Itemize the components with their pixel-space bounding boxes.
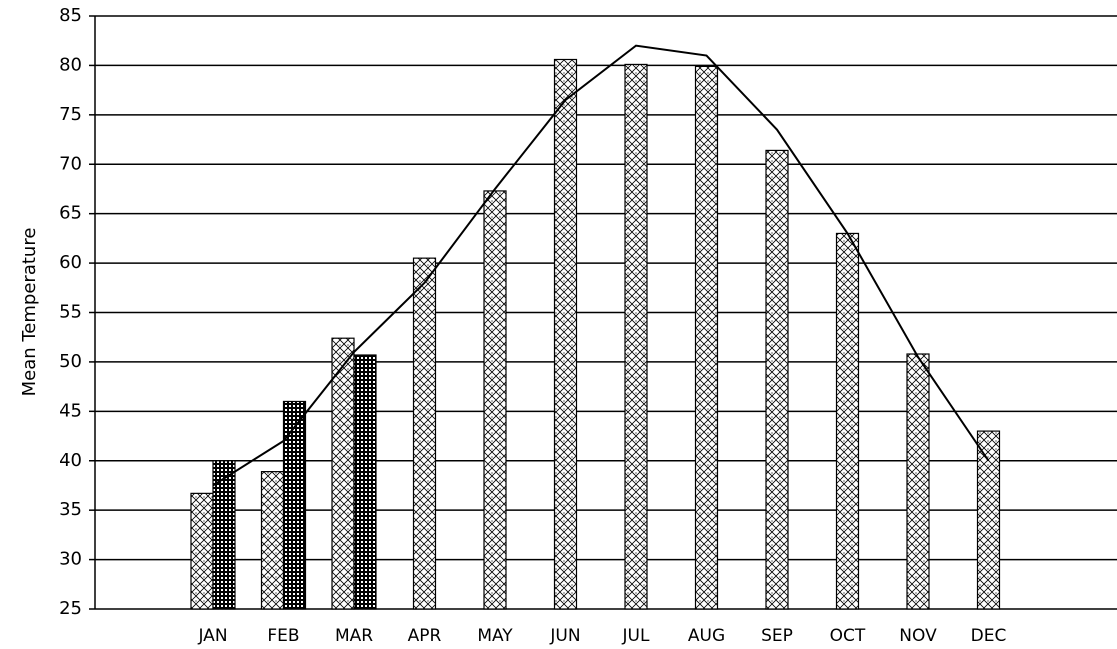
y-tick-label: 70 bbox=[59, 153, 82, 174]
bar bbox=[624, 63, 648, 610]
bar bbox=[694, 65, 719, 610]
x-tick-label: APR bbox=[408, 626, 442, 646]
bar bbox=[835, 232, 860, 610]
y-tick-label: 55 bbox=[59, 302, 82, 323]
x-tick-label: NOV bbox=[899, 626, 937, 646]
bar bbox=[282, 400, 307, 610]
bar bbox=[976, 430, 1001, 610]
line bbox=[212, 44, 990, 487]
x-tick-label: OCT bbox=[830, 626, 866, 646]
y-tick-label: 65 bbox=[59, 203, 82, 224]
bar bbox=[190, 492, 214, 610]
x-tick-label: JAN bbox=[197, 626, 227, 646]
y-tick-label: 35 bbox=[59, 499, 82, 520]
bar bbox=[412, 257, 437, 610]
bar bbox=[260, 471, 285, 610]
bar bbox=[906, 353, 930, 610]
x-tick-label: DEC bbox=[971, 626, 1007, 646]
bar bbox=[331, 337, 355, 610]
y-tick-label: 60 bbox=[59, 252, 82, 273]
bar bbox=[765, 149, 789, 610]
x-tick-label: AUG bbox=[688, 626, 725, 646]
y-tick-label: 75 bbox=[59, 104, 82, 125]
x-tick-label: JUL bbox=[622, 626, 650, 646]
x-tick-label: MAY bbox=[477, 626, 513, 646]
x-tick-label: FEB bbox=[267, 626, 299, 646]
bar bbox=[212, 460, 236, 610]
y-tick-label: 85 bbox=[59, 5, 82, 26]
y-tick-label: 80 bbox=[59, 54, 82, 75]
y-tick-label: 50 bbox=[59, 351, 82, 372]
y-tick-label: 30 bbox=[59, 549, 82, 570]
y-tick-label: 40 bbox=[59, 450, 82, 471]
x-tick-label: JUN bbox=[549, 626, 580, 646]
x-tick-label: MAR bbox=[335, 626, 373, 646]
y-axis-label: Mean Temperature bbox=[19, 228, 40, 397]
bar bbox=[553, 58, 578, 610]
y-tick-label: 25 bbox=[59, 598, 82, 619]
x-tick-label: SEP bbox=[761, 626, 793, 646]
bar bbox=[353, 354, 377, 610]
y-tick-label: 45 bbox=[59, 400, 82, 421]
bar bbox=[483, 190, 507, 610]
